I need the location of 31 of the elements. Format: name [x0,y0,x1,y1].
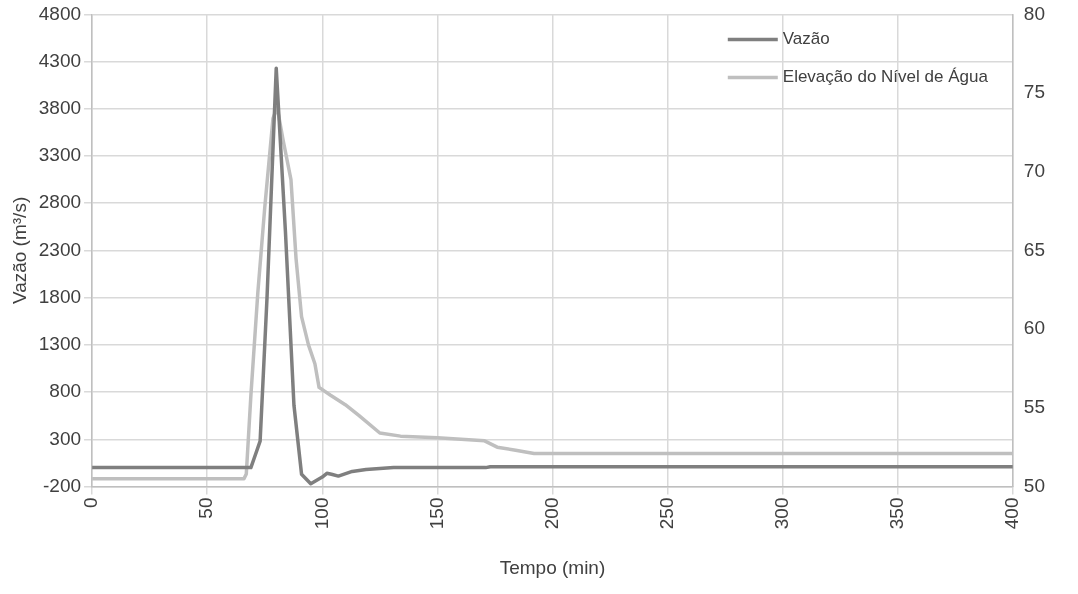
y-tick-label: 1300 [38,333,82,355]
x-tick-label: 50 [195,497,217,519]
y-tick-label: 2300 [38,238,82,260]
y-tick-label: 1800 [38,285,82,307]
y-tick-label: 3300 [38,144,82,166]
y2-tick-label: 75 [1023,81,1046,103]
x-tick-label: 300 [770,497,792,530]
y2-tick-label: 50 [1023,474,1046,496]
legend-label: Elevação do Nível de Água [782,67,989,87]
y-tick-label: -200 [43,474,82,496]
x-axis-title: Tempo (min) [499,556,606,578]
y2-tick-label: 70 [1023,160,1046,181]
x-tick-label: 100 [310,497,332,530]
x-tick-label: 0 [80,497,102,509]
y-tick-label: 800 [49,380,82,402]
legend-label: Vazão [782,29,830,49]
y2-tick-label: 80 [1023,2,1046,24]
y-tick-label: 2800 [38,191,82,213]
x-tick-label: 150 [425,497,447,530]
y-tick-label: 300 [49,427,82,449]
x-tick-label: 400 [1001,497,1023,530]
y2-tick-label: 65 [1023,238,1046,260]
y2-tick-label: 60 [1023,317,1046,339]
y-axis-title: Vazão (m³/s) [8,196,30,305]
y-tick-label: 4800 [38,2,82,24]
x-tick-label: 200 [540,497,562,530]
x-tick-label: 350 [886,497,907,530]
x-tick-label: 250 [655,497,677,530]
y2-tick-label: 55 [1023,396,1046,418]
y-tick-label: 4300 [38,49,82,71]
y-tick-label: 3800 [38,97,82,119]
